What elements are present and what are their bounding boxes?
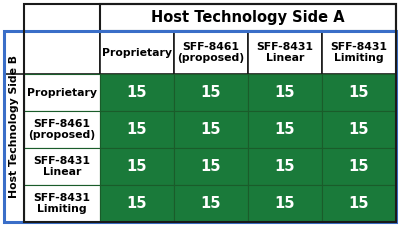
Text: 15: 15 bbox=[127, 122, 147, 137]
Bar bbox=[4, 4, 100, 31]
Text: 15: 15 bbox=[275, 122, 295, 137]
Bar bbox=[248, 31, 322, 74]
Bar bbox=[322, 185, 396, 222]
Bar bbox=[174, 148, 248, 185]
Text: 15: 15 bbox=[201, 196, 221, 211]
Text: 15: 15 bbox=[275, 196, 295, 211]
Text: Proprietary: Proprietary bbox=[27, 87, 97, 98]
Bar bbox=[4, 31, 100, 74]
Bar bbox=[322, 31, 396, 74]
Text: 15: 15 bbox=[201, 85, 221, 100]
Text: Host Technology Side A: Host Technology Side A bbox=[151, 10, 345, 25]
Text: 15: 15 bbox=[201, 159, 221, 174]
Text: 15: 15 bbox=[201, 122, 221, 137]
Bar bbox=[100, 185, 174, 222]
Bar bbox=[322, 74, 396, 111]
Bar bbox=[248, 74, 322, 111]
Text: Host Technology Side B: Host Technology Side B bbox=[9, 55, 19, 198]
Bar bbox=[24, 111, 100, 148]
Bar bbox=[248, 185, 322, 222]
Bar bbox=[100, 31, 174, 74]
Bar bbox=[24, 74, 100, 111]
Text: Proprietary: Proprietary bbox=[102, 47, 172, 57]
Bar bbox=[100, 148, 174, 185]
Bar bbox=[322, 111, 396, 148]
Text: 15: 15 bbox=[275, 85, 295, 100]
Bar bbox=[4, 31, 396, 222]
Bar bbox=[248, 111, 322, 148]
Text: SFF-8431
Linear: SFF-8431 Linear bbox=[34, 156, 90, 177]
Text: 15: 15 bbox=[275, 159, 295, 174]
Bar bbox=[174, 74, 248, 111]
Bar bbox=[174, 31, 248, 74]
Text: SFF-8431
Limiting: SFF-8431 Limiting bbox=[330, 42, 388, 63]
Text: 15: 15 bbox=[349, 122, 369, 137]
Bar bbox=[322, 148, 396, 185]
Bar bbox=[248, 148, 322, 185]
Bar bbox=[174, 111, 248, 148]
Bar bbox=[24, 185, 100, 222]
Text: 15: 15 bbox=[349, 196, 369, 211]
Text: SFF-8431
Linear: SFF-8431 Linear bbox=[256, 42, 314, 63]
Text: 15: 15 bbox=[349, 85, 369, 100]
Text: 15: 15 bbox=[349, 159, 369, 174]
Bar bbox=[174, 185, 248, 222]
Text: 15: 15 bbox=[127, 196, 147, 211]
Bar bbox=[100, 4, 396, 31]
Text: SFF-8461
(proposed): SFF-8461 (proposed) bbox=[28, 119, 96, 140]
Bar bbox=[24, 148, 100, 185]
Bar bbox=[100, 74, 174, 111]
Text: SFF-8461
(proposed): SFF-8461 (proposed) bbox=[178, 42, 244, 63]
Text: 15: 15 bbox=[127, 159, 147, 174]
Bar bbox=[100, 111, 174, 148]
Text: 15: 15 bbox=[127, 85, 147, 100]
Bar bbox=[4, 31, 24, 222]
Text: SFF-8431
Limiting: SFF-8431 Limiting bbox=[34, 193, 90, 214]
